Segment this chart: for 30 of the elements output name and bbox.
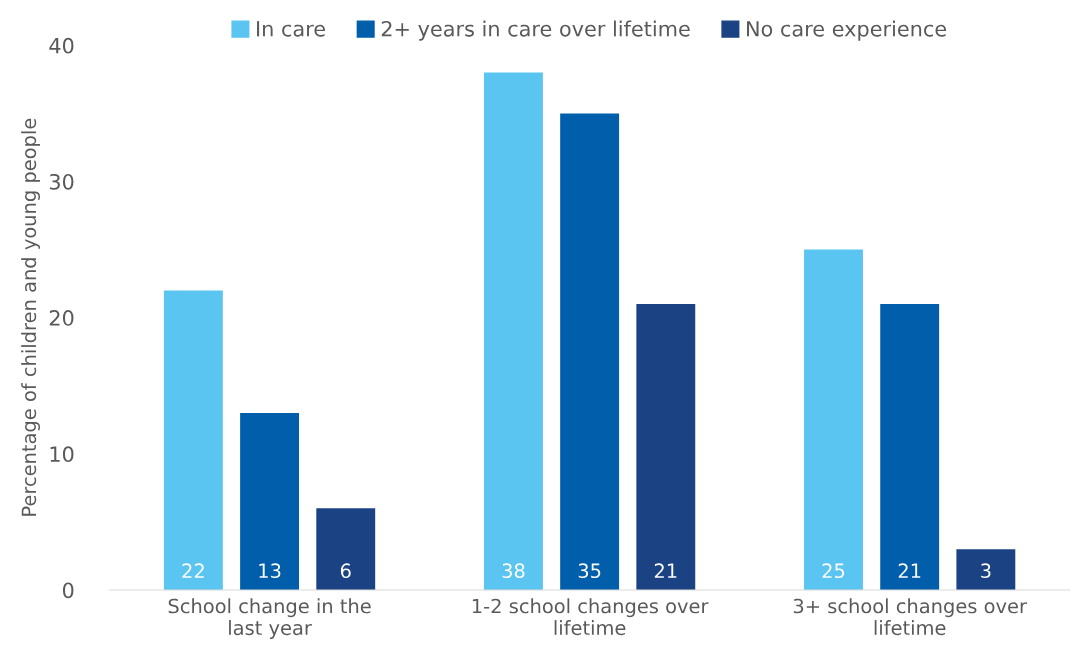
data-label: 35 bbox=[578, 563, 601, 579]
bar bbox=[636, 304, 696, 590]
bar bbox=[956, 549, 1016, 590]
y-axis-title: Percentage of children and young people bbox=[21, 118, 40, 516]
bar bbox=[240, 412, 300, 590]
y-tick-label: 30 bbox=[49, 173, 74, 190]
y-tick-label: 0 bbox=[62, 582, 74, 599]
legend-label: 2+ years in care over lifetime bbox=[381, 20, 690, 41]
x-tick-label: 1-2 school changes over lifetime bbox=[472, 598, 709, 636]
data-label: 6 bbox=[340, 563, 351, 579]
x-tick-label: 3+ school changes over lifetime bbox=[793, 598, 1027, 636]
data-label: 38 bbox=[502, 563, 525, 579]
x-tick-label: School change in the last year bbox=[168, 598, 371, 639]
bar bbox=[163, 290, 223, 590]
legend-label: In care bbox=[257, 21, 325, 37]
legend-label: No care experience bbox=[747, 20, 947, 41]
bar bbox=[484, 72, 543, 590]
y-tick-label: 10 bbox=[50, 446, 74, 463]
bar bbox=[560, 113, 620, 590]
bar bbox=[880, 304, 940, 590]
data-label: 21 bbox=[898, 563, 921, 578]
bar bbox=[316, 508, 376, 590]
data-label: 13 bbox=[259, 563, 281, 579]
data-label: 25 bbox=[822, 563, 845, 579]
data-label: 22 bbox=[182, 563, 204, 578]
data-label: 21 bbox=[654, 563, 677, 578]
data-label: 3 bbox=[981, 563, 991, 579]
y-tick-label: 40 bbox=[49, 37, 74, 54]
y-tick-label: 20 bbox=[49, 310, 74, 326]
bar bbox=[804, 249, 863, 590]
